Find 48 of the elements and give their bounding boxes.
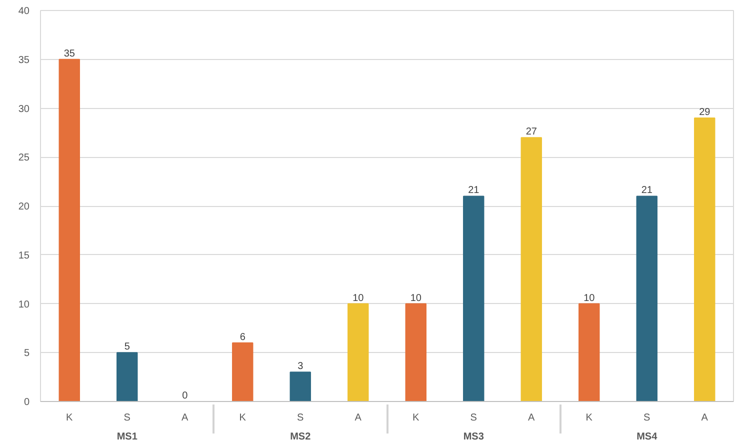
y-tick-label: 25 (18, 152, 30, 164)
data-label: 5 (124, 342, 130, 353)
series-label: S (124, 412, 131, 424)
bar (578, 303, 600, 402)
x-tick-label: MS4 (636, 432, 658, 442)
bar (116, 352, 138, 402)
data-label: 21 (468, 185, 480, 196)
bar (290, 372, 311, 402)
bar (463, 196, 484, 402)
y-tick-label: 10 (18, 299, 30, 310)
x-tick-label: MS3 (463, 432, 484, 442)
data-label: 10 (352, 292, 364, 304)
y-tick-label: 35 (18, 54, 30, 66)
y-tick-label: 0 (24, 397, 30, 408)
y-tick-label: 5 (24, 348, 30, 360)
text: K (586, 412, 592, 424)
text: S (297, 412, 304, 424)
data-label: 10 (410, 292, 422, 304)
bar (694, 118, 716, 402)
data-label: 35 (64, 48, 76, 60)
data-label: 10 (584, 292, 596, 304)
bar (232, 342, 254, 402)
bar (520, 137, 542, 402)
data-label: 27 (526, 126, 538, 138)
bar (405, 303, 426, 402)
data-label: 21 (641, 185, 653, 196)
text: A (701, 412, 708, 424)
series-label: K (66, 412, 74, 424)
y-tick-label: 40 (18, 6, 30, 17)
data-label: 6 (240, 332, 246, 343)
data-label: 3 (298, 361, 304, 372)
y-tick-label: 30 (18, 104, 30, 115)
text: K (239, 412, 246, 424)
text: K (412, 412, 420, 424)
text: S (470, 412, 477, 424)
y-tick-label: 20 (18, 202, 30, 212)
bar (636, 196, 658, 402)
bar (58, 58, 80, 402)
text: A (354, 412, 362, 424)
series-label: A (182, 412, 189, 424)
bar (348, 303, 369, 402)
data-label: 0 (182, 390, 188, 402)
x-tick-label: MS1 (116, 432, 138, 442)
text: A (528, 412, 535, 424)
x-tick-label: MS2 (290, 432, 312, 442)
data-label: 29 (699, 107, 711, 118)
y-tick-label: 15 (18, 250, 30, 262)
text: S (644, 412, 650, 424)
